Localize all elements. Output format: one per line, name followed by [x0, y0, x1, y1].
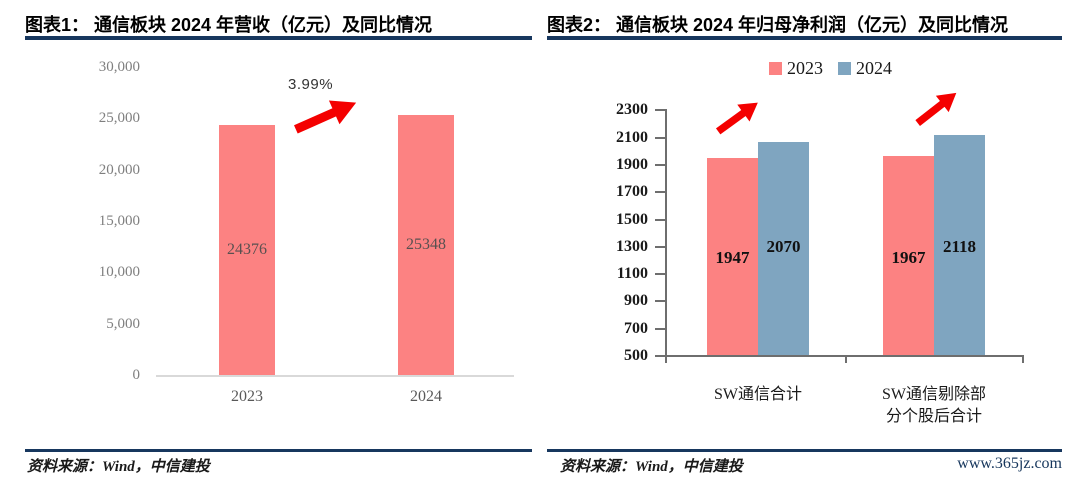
y-axis-label: 15,000 [98, 213, 140, 229]
up-arrow-icon [915, 92, 957, 127]
bar-group1-2024 [758, 142, 809, 355]
legend-swatch-2024 [838, 62, 851, 75]
y-axis-label: 0 [132, 367, 141, 383]
category-line: SW通信合计 [713, 386, 802, 403]
x-axis-tick [665, 355, 667, 363]
y-axis-tick [655, 191, 666, 193]
legend: 2023 2024 [769, 58, 892, 79]
y-axis-label: 30,000 [98, 59, 140, 75]
bar-group2-2023 [883, 156, 934, 355]
x-axis-line [665, 355, 1024, 357]
x-axis-line [156, 375, 514, 377]
y-axis-label: 500 [624, 347, 648, 364]
chart1-panel: 图表1： 通信板块 2024 年营收（亿元）及同比情况 30,000 25,00… [25, 15, 532, 475]
y-axis-tick [655, 109, 666, 111]
bar-group1-2023 [707, 158, 758, 355]
legend-swatch-2023 [769, 62, 782, 75]
x-axis-category: SW通信合计 [678, 384, 838, 406]
chart1-title-rule [25, 36, 532, 40]
y-axis-line [665, 109, 667, 357]
y-axis-label: 2100 [616, 129, 648, 146]
y-axis-label: 20,000 [98, 162, 140, 178]
chart2-panel: 图表2： 通信板块 2024 年归母净利润（亿元）及同比情况 2023 2024… [540, 0, 1080, 478]
y-axis-label: 900 [624, 292, 648, 309]
legend-item-2023: 2023 [769, 58, 823, 79]
y-axis-tick [655, 219, 666, 221]
source-note: 资料来源：Wind，中信建投 [560, 459, 743, 475]
growth-annotation: 3.99% [288, 76, 334, 93]
y-axis-label: 700 [624, 320, 648, 337]
y-axis-label: 2300 [616, 101, 648, 118]
y-axis-label: 25,000 [98, 110, 140, 126]
footer-rule [547, 449, 1062, 452]
chart2-title-rule [547, 36, 1062, 40]
y-axis-label: 1100 [616, 265, 648, 282]
x-axis-category: SW通信剔除部 分个股后合计 [854, 384, 1014, 428]
x-axis-tick [845, 355, 847, 363]
source-note: 资料来源：Wind，中信建投 [27, 459, 210, 475]
y-axis-label: 5,000 [106, 316, 140, 332]
y-axis-label: 1500 [616, 211, 648, 228]
y-axis-tick [655, 328, 666, 330]
watermark-link[interactable]: www.365jz.com [957, 455, 1062, 472]
chart1-title: 图表1： 通信板块 2024 年营收（亿元）及同比情况 [25, 15, 433, 35]
y-axis-label: 1900 [616, 156, 648, 173]
bar-value-label: 2118 [942, 237, 977, 256]
y-axis-tick [655, 246, 666, 248]
y-axis-label: 10,000 [98, 264, 140, 280]
legend-label: 2023 [787, 58, 823, 78]
y-axis-tick [655, 355, 666, 357]
footer-rule [25, 449, 532, 452]
y-axis-tick [655, 137, 666, 139]
bar-revenue-2023: 24376 [219, 125, 275, 375]
bar-revenue-2024: 25348 [398, 115, 454, 375]
y-axis-tick [655, 273, 666, 275]
y-axis-tick [655, 164, 666, 166]
up-arrow-icon [294, 100, 357, 134]
x-axis-tick [1022, 355, 1024, 363]
bar-value-label: 2070 [766, 237, 801, 256]
bar-value-label: 24376 [227, 241, 267, 258]
bar-value-label: 25348 [406, 236, 446, 253]
category-line: SW通信剔除部 [881, 386, 986, 403]
y-axis-label: 1300 [616, 238, 648, 255]
bar-group2-2024 [934, 135, 985, 355]
chart2-title: 图表2： 通信板块 2024 年归母净利润（亿元）及同比情况 [547, 15, 1009, 35]
x-axis-label: 2023 [231, 388, 263, 405]
y-axis-tick [655, 300, 666, 302]
category-line: 分个股后合计 [885, 408, 982, 425]
bar-value-label: 1967 [891, 248, 926, 267]
y-axis-label: 1700 [616, 183, 648, 200]
legend-item-2024: 2024 [838, 58, 892, 79]
bar-value-label: 1947 [715, 248, 750, 267]
legend-label: 2024 [856, 58, 892, 78]
up-arrow-icon [715, 102, 758, 135]
x-axis-label: 2024 [410, 388, 442, 405]
